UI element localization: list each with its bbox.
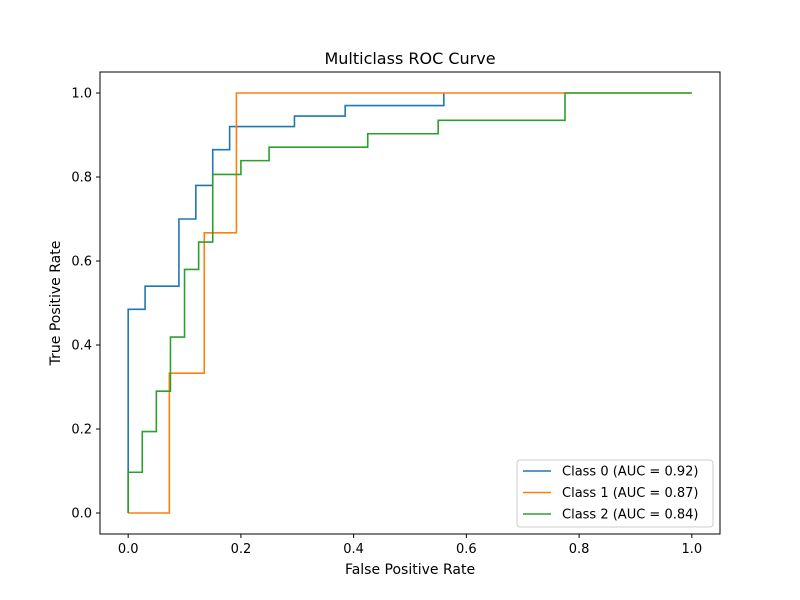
y-tick-label: 1.0 [71, 87, 92, 102]
x-tick-label: 0.2 [231, 542, 252, 557]
legend-label-class-1: Class 1 (AUC = 0.87) [562, 486, 698, 501]
plot-area [99, 71, 721, 535]
y-axis-label: True Positive Rate [48, 241, 64, 367]
axes-frame [99, 71, 721, 535]
legend: Class 0 (AUC = 0.92) Class 1 (AUC = 0.87)… [516, 459, 714, 528]
x-axis-ticks: 0.0 0.2 0.4 0.6 0.8 1.0 [118, 534, 702, 557]
y-tick-label: 0.8 [71, 171, 92, 186]
x-tick-label: 0.4 [343, 542, 364, 557]
x-tick-label: 0.6 [456, 542, 477, 557]
legend-box [516, 459, 714, 528]
series-line-class-2 [127, 92, 692, 513]
x-tick-label: 0.8 [569, 542, 590, 557]
series-layer [127, 92, 692, 514]
y-tick-label: 0.2 [71, 423, 92, 438]
y-axis-ticks: 0.0 0.2 0.4 0.6 0.8 1.0 [71, 87, 100, 522]
x-tick-label: 1.0 [681, 542, 702, 557]
y-tick-label: 0.4 [71, 339, 92, 354]
y-tick-label: 0.0 [71, 507, 92, 522]
x-axis-label: False Positive Rate [345, 562, 475, 578]
series-line-class-1 [128, 92, 692, 514]
chart-title: Multiclass ROC Curve [324, 49, 495, 68]
legend-label-class-0: Class 0 (AUC = 0.92) [562, 465, 698, 480]
x-tick-label: 0.0 [118, 542, 139, 557]
legend-entries: Class 0 (AUC = 0.92) Class 1 (AUC = 0.87)… [523, 465, 698, 523]
legend-label-class-2: Class 2 (AUC = 0.84) [562, 508, 698, 523]
series-line-class-0 [127, 93, 445, 513]
y-tick-label: 0.6 [71, 255, 92, 270]
